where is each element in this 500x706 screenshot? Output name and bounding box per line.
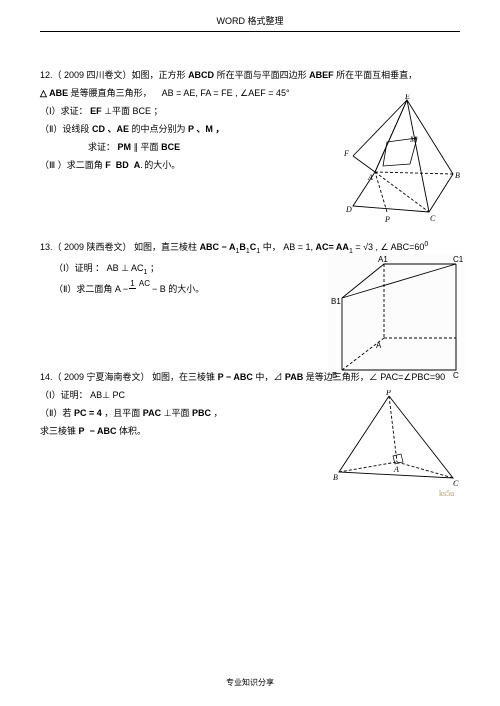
prism-diagram-icon: A1 C1 B1 A B C (328, 254, 466, 384)
text: ⊥平面 BCE ； (104, 106, 162, 116)
text: 中，⊿ (255, 372, 282, 382)
svg-text:ks5u: ks5u (439, 489, 454, 498)
text-bold: ABEF (309, 70, 334, 80)
text: 中， AB = 1, (263, 242, 313, 252)
text: 是等边三角形，∠ PAC=∠PBC=90 (306, 372, 445, 382)
svg-text:M: M (409, 135, 418, 144)
text-bold: ABC − A (200, 242, 236, 252)
tetrahedron-diagram-icon: P A B C ks5u (331, 390, 466, 500)
text: 12.（ 2009 四川卷文）如图，正方形 (40, 70, 186, 80)
text-bold: △ ABE (40, 88, 68, 98)
problem-12: 12.（ 2009 四川卷文）如图，正方形 ABCD 所在平面与平面四边形 AB… (40, 66, 460, 174)
text: ⊥平面 (164, 408, 190, 418)
text: 13.（ 2009 陕西卷文） 如图，直三棱柱 (40, 242, 197, 252)
page-content: 12.（ 2009 四川卷文）如图，正方形 ABCD 所在平面与平面四边形 AB… (0, 32, 500, 440)
text: （Ⅱ）求二面角 A − (54, 280, 128, 298)
text: = √3 , ∠ ABC=60 (355, 242, 424, 252)
svg-text:F: F (343, 149, 349, 158)
text: 求三棱锥 (40, 426, 76, 436)
text-bold: P (79, 426, 85, 436)
problem-14: 14.（ 2009 宁夏海南卷文） 如图，在三棱锥 P − ABC 中，⊿ PA… (40, 368, 460, 440)
page-header-title: WORD 格式整理 (0, 0, 500, 27)
p14-figure: P A B C ks5u (331, 390, 466, 500)
text: （Ⅱ）设线段 (40, 124, 89, 134)
text-bold: BD (116, 160, 129, 170)
text: （Ⅰ）证明 ： AB ⊥ AC (54, 263, 144, 273)
geometry-diagram-icon: E F M A B D P C (335, 94, 470, 229)
svg-text:P: P (384, 215, 390, 224)
text: 所在平面与平面四边形 (217, 70, 307, 80)
svg-text:C1: C1 (453, 255, 464, 264)
text: 所在平面互相垂直， (336, 70, 417, 80)
text: ，且平面 (104, 408, 140, 418)
text: （Ⅱ）若 (40, 408, 71, 418)
svg-text:B: B (333, 473, 338, 482)
text-bold: PBC (192, 408, 211, 418)
text: ∥ 平面 (134, 142, 159, 152)
svg-text:B1: B1 (331, 297, 341, 306)
svg-text:A: A (367, 173, 373, 182)
text: 求证： (88, 142, 115, 152)
p13-figure: A1 C1 B1 A B C (328, 254, 466, 384)
svg-text:C: C (453, 479, 459, 488)
p12-figure: E F M A B D P C (335, 94, 470, 229)
text: （Ⅲ ）求二面角 (40, 160, 103, 170)
problem-13: 13.（ 2009 陕西卷文） 如图，直三棱柱 ABC − A1B1C1 中， … (40, 238, 460, 298)
text: − B 的大小。 (152, 280, 204, 298)
text: 的中点分别为 (131, 124, 185, 134)
text: ， (214, 408, 223, 418)
svg-text:D: D (345, 205, 352, 214)
text: 14.（ 2009 宁夏海南卷文） 如图，在三棱锥 (40, 372, 215, 382)
text: 体积。 (119, 426, 146, 436)
page-footer: 专业知识分享 (0, 677, 500, 688)
text-bold: PAC (143, 408, 161, 418)
text: （Ⅰ）证明： AB⊥ PC (40, 390, 125, 400)
text: ； (150, 263, 159, 273)
text-bold: P − ABC (218, 372, 253, 382)
text-bold: PC = 4 (74, 408, 102, 418)
svg-text:A: A (376, 341, 382, 350)
text-bold: BCE (161, 142, 180, 152)
text: AB = AE, FA = FE , ∠AEF = 45° (162, 88, 290, 98)
text-bold: CD 、AE (92, 124, 129, 134)
text-bold: PAB (285, 372, 303, 382)
svg-text:B: B (455, 171, 460, 180)
text: 的大小。 (144, 160, 180, 170)
text-bold: − ABC (90, 426, 117, 436)
fraction: 1 AC (129, 280, 151, 289)
text: 是等腰直角三角形， (71, 88, 152, 98)
text: （Ⅰ）求证： (40, 106, 88, 116)
text-bold: AC= AA (316, 242, 349, 252)
svg-text:E: E (404, 94, 410, 101)
text-bold: EF (90, 106, 102, 116)
svg-text:P: P (385, 390, 391, 397)
p14-line1: 14.（ 2009 宁夏海南卷文） 如图，在三棱锥 P − ABC 中，⊿ PA… (40, 368, 460, 386)
svg-text:A1: A1 (378, 255, 388, 264)
text-bold: ABCD (188, 70, 214, 80)
text-bold: F (105, 160, 111, 170)
text-bold: PM (118, 142, 132, 152)
text-bold: P 、M ， (188, 124, 224, 134)
p12-line1: 12.（ 2009 四川卷文）如图，正方形 ABCD 所在平面与平面四边形 AB… (40, 66, 460, 84)
svg-text:C: C (430, 214, 436, 223)
svg-text:A: A (393, 465, 399, 474)
